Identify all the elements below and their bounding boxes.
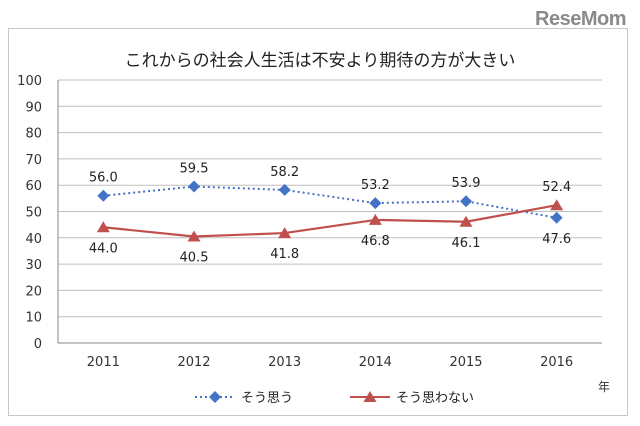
diamond-marker <box>97 189 110 202</box>
legend-label: そう思わない <box>396 391 474 406</box>
data-label: 46.8 <box>361 234 390 249</box>
y-tick-label: 50 <box>25 206 42 221</box>
triangle-marker <box>368 213 382 225</box>
diamond-marker <box>188 180 200 193</box>
x-tick-label: 2011 <box>87 355 120 370</box>
watermark-logo: ReseMom <box>535 8 626 30</box>
series-line <box>103 185 557 219</box>
diamond-marker <box>460 195 472 208</box>
diamond-marker <box>550 211 563 224</box>
data-label: 47.6 <box>542 232 571 247</box>
triangle-marker <box>278 227 292 239</box>
data-label: 56.0 <box>89 171 118 186</box>
x-tick-label: 2015 <box>449 355 482 370</box>
series-2: 44.0 40.5 41.8 46.8 46.1 52.4 <box>89 180 571 265</box>
x-tick-label: 2014 <box>359 355 392 370</box>
diamond-marker <box>369 197 382 210</box>
data-label: 59.5 <box>180 162 209 177</box>
y-tick-label: 70 <box>25 153 42 168</box>
y-tick-label: 20 <box>25 284 42 299</box>
diamond-marker <box>209 391 221 403</box>
data-label: 53.2 <box>361 178 390 193</box>
y-tick-label: 60 <box>25 179 42 194</box>
x-tick-label: 2013 <box>268 355 301 370</box>
y-tick-label: 80 <box>25 127 42 142</box>
legend-label: そう思う <box>241 391 293 406</box>
data-label: 46.1 <box>452 236 481 251</box>
data-label: 52.4 <box>542 180 571 195</box>
y-tick-label: 90 <box>25 100 42 115</box>
triangle-marker <box>363 391 377 402</box>
triangle-marker <box>96 221 110 233</box>
triangle-marker <box>187 230 201 242</box>
chart-title: これからの社会人生活は不安より期待の方が大きい <box>125 51 516 71</box>
data-label: 44.0 <box>89 241 118 256</box>
y-tick-label: 0 <box>34 337 42 352</box>
series-1: 56.0 59.5 58.2 53.2 53.9 47.6 <box>89 162 571 247</box>
y-tick-label: 10 <box>25 311 42 326</box>
y-tick-label: 30 <box>25 258 42 273</box>
diamond-marker <box>278 183 291 196</box>
y-tick-label: 100 <box>17 74 42 89</box>
triangle-marker <box>550 199 564 211</box>
x-axis-unit: 年 <box>598 380 610 394</box>
series-line <box>103 204 557 238</box>
chart-frame <box>8 28 628 416</box>
data-label: 40.5 <box>180 250 209 265</box>
triangle-marker <box>459 215 473 227</box>
x-tick-label: 2016 <box>540 355 573 370</box>
y-tick-label: 40 <box>25 232 42 247</box>
data-label: 58.2 <box>270 165 299 180</box>
data-label: 41.8 <box>270 247 299 262</box>
data-label: 53.9 <box>452 176 481 191</box>
x-tick-label: 2012 <box>177 355 210 370</box>
